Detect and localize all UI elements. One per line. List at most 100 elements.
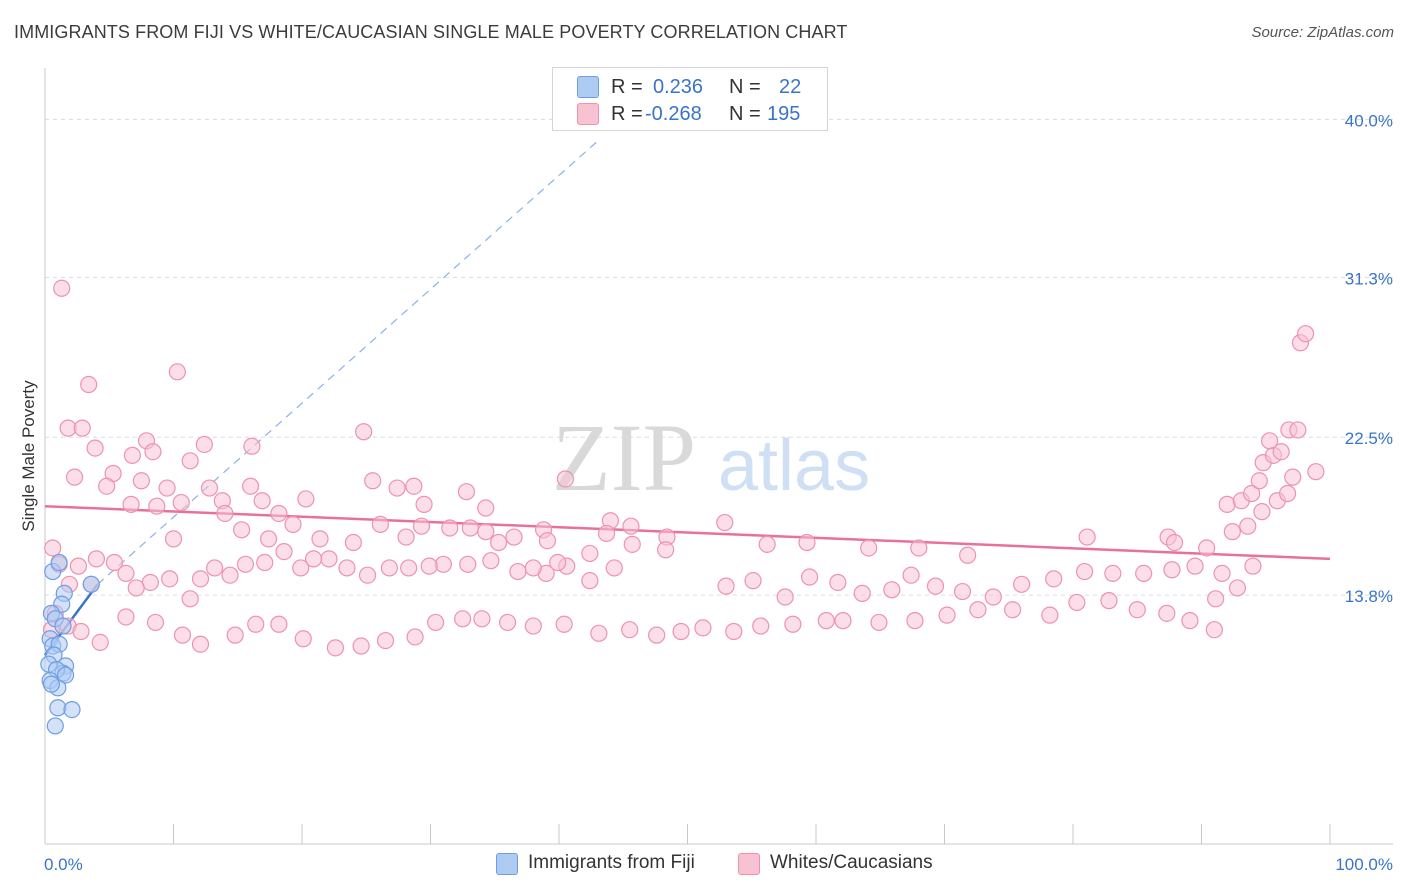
data-point-whites bbox=[311, 530, 329, 548]
data-point-whites bbox=[1213, 564, 1231, 582]
data-point-whites bbox=[477, 499, 495, 517]
data-point-whites bbox=[221, 566, 239, 584]
data-point-whites bbox=[406, 628, 424, 646]
watermark: ZIP atlas bbox=[552, 404, 870, 511]
data-point-whites bbox=[454, 610, 472, 628]
data-point-whites bbox=[206, 559, 224, 577]
data-point-whites bbox=[355, 423, 373, 441]
data-point-whites bbox=[191, 635, 210, 653]
y-tick-label: 22.5% bbox=[1345, 429, 1393, 448]
y-tick-label: 13.8% bbox=[1345, 587, 1393, 606]
data-point-whites bbox=[490, 533, 508, 552]
data-point-whites bbox=[725, 622, 743, 641]
data-point-whites bbox=[397, 528, 415, 546]
data-point-whites bbox=[910, 539, 928, 557]
data-point-whites bbox=[1207, 590, 1225, 608]
data-point-whites bbox=[284, 515, 302, 533]
data-point-whites bbox=[1218, 495, 1236, 513]
data-point-whites bbox=[1128, 601, 1146, 619]
data-point-whites bbox=[1012, 575, 1031, 593]
data-point-whites bbox=[581, 572, 599, 590]
data-point-whites bbox=[621, 621, 639, 639]
data-point-whites bbox=[1068, 593, 1086, 612]
y-tick-label: 40.0% bbox=[1345, 111, 1393, 130]
data-point-whites bbox=[622, 517, 640, 535]
data-point-whites bbox=[926, 577, 945, 595]
data-point-whites bbox=[338, 559, 356, 577]
data-point-whites bbox=[72, 622, 90, 641]
data-point-whites bbox=[304, 550, 323, 568]
data-point-fiji bbox=[42, 675, 61, 693]
data-point-whites bbox=[509, 562, 527, 581]
data-point-whites bbox=[581, 544, 599, 563]
data-point-whites bbox=[117, 608, 135, 626]
data-point-whites bbox=[73, 419, 91, 437]
data-point-whites bbox=[555, 615, 573, 633]
bottom-legend-swatch-fiji bbox=[496, 853, 518, 875]
data-point-whites bbox=[1078, 528, 1096, 546]
series-whites-points bbox=[42, 279, 1325, 657]
data-point-whites bbox=[376, 631, 395, 650]
data-point-whites bbox=[758, 535, 776, 553]
data-point-whites bbox=[1158, 604, 1176, 622]
data-point-whites bbox=[482, 552, 500, 570]
data-point-whites bbox=[1181, 612, 1199, 630]
data-point-whites bbox=[1045, 570, 1063, 588]
legend-r-label: R = bbox=[611, 102, 643, 125]
watermark-zip: ZIP bbox=[552, 404, 696, 511]
data-point-whites bbox=[259, 530, 278, 548]
data-point-whites bbox=[1244, 557, 1262, 575]
data-point-whites bbox=[195, 435, 213, 454]
data-point-whites bbox=[53, 279, 71, 297]
legend-r-value-whites: -0.268 bbox=[645, 102, 702, 125]
data-point-whites bbox=[505, 528, 523, 546]
data-point-whites bbox=[938, 606, 956, 624]
data-point-whites bbox=[1289, 421, 1307, 439]
data-point-whites bbox=[538, 532, 557, 550]
axes bbox=[44, 68, 1393, 845]
data-point-whites bbox=[172, 493, 190, 512]
data-point-whites bbox=[744, 572, 762, 590]
data-point-whites bbox=[524, 559, 542, 577]
data-point-whites bbox=[405, 477, 423, 495]
data-point-whites bbox=[352, 637, 370, 655]
data-point-whites bbox=[834, 612, 852, 630]
data-point-whites bbox=[344, 533, 362, 552]
data-point-whites bbox=[87, 550, 106, 568]
data-point-whites bbox=[1186, 557, 1204, 575]
data-point-whites bbox=[883, 581, 901, 599]
data-point-whites bbox=[860, 539, 878, 557]
data-point-whites bbox=[694, 619, 712, 637]
data-point-whites bbox=[388, 479, 406, 497]
data-point-whites bbox=[817, 612, 835, 630]
data-point-whites bbox=[1243, 484, 1261, 503]
data-point-whites bbox=[1165, 533, 1184, 552]
data-point-whites bbox=[297, 490, 315, 508]
data-point-whites bbox=[477, 523, 495, 541]
data-point-whites bbox=[717, 577, 735, 595]
data-point-whites bbox=[243, 437, 261, 455]
data-point-whites bbox=[1253, 503, 1271, 521]
data-point-whites bbox=[1198, 539, 1216, 557]
data-point-whites bbox=[292, 559, 310, 577]
data-point-fiji bbox=[54, 617, 72, 635]
correlation-legend: R = 0.236 N = 22 R = -0.268 N = 195 bbox=[552, 67, 828, 131]
data-point-whites bbox=[1296, 325, 1315, 343]
data-point-whites bbox=[161, 570, 179, 588]
data-point-whites bbox=[902, 566, 920, 584]
data-point-whites bbox=[672, 622, 690, 641]
data-point-whites bbox=[590, 624, 608, 642]
data-point-whites bbox=[800, 568, 819, 586]
data-point-whites bbox=[80, 375, 98, 394]
data-point-whites bbox=[461, 519, 479, 537]
data-point-whites bbox=[776, 588, 794, 606]
data-point-whites bbox=[91, 633, 109, 652]
data-point-whites bbox=[1163, 561, 1181, 579]
data-point-whites bbox=[1004, 601, 1022, 619]
data-point-whites bbox=[123, 446, 141, 464]
chart-title: IMMIGRANTS FROM FIJI VS WHITE/CAUCASIAN … bbox=[14, 22, 848, 42]
data-point-whites bbox=[657, 541, 675, 559]
data-point-whites bbox=[371, 515, 389, 533]
legend-r-value-fiji: 0.236 bbox=[653, 75, 704, 98]
data-point-whites bbox=[1284, 468, 1302, 486]
